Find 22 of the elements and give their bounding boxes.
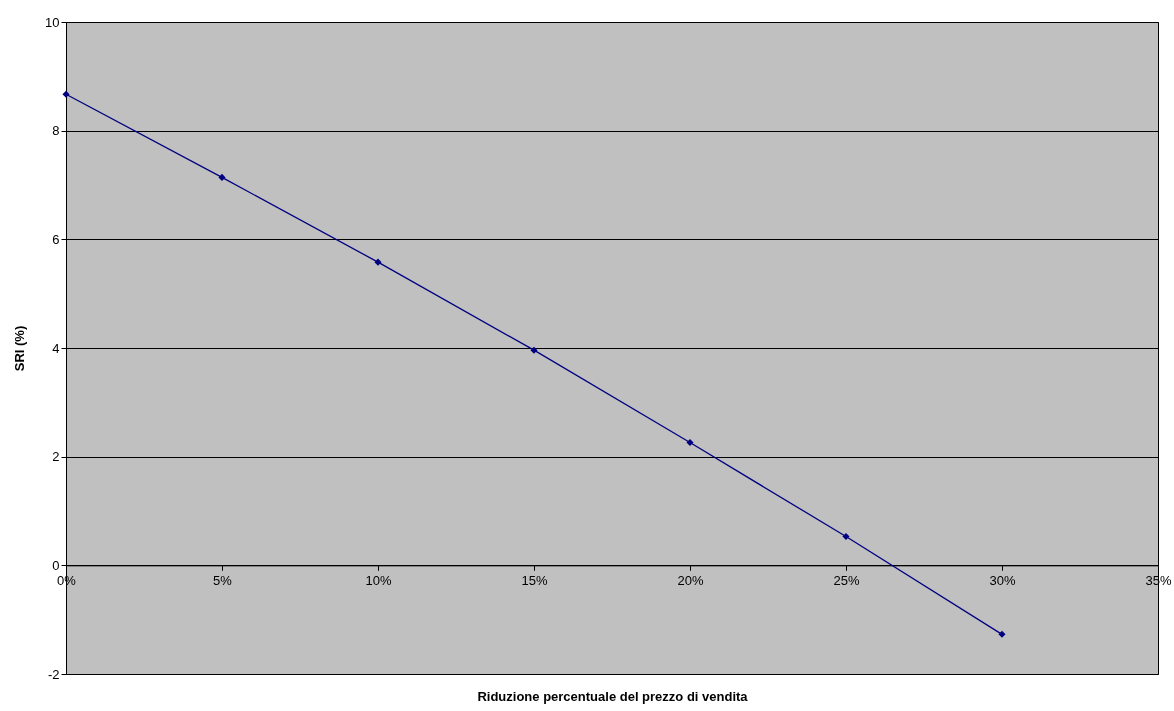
y-tick-label: 6 <box>52 231 60 247</box>
point <box>998 630 1006 638</box>
y-tick-label: 8 <box>52 123 60 139</box>
x-tick-label: 25% <box>833 572 860 588</box>
x-tick-label: 20% <box>677 572 704 588</box>
point <box>530 346 538 354</box>
x-tick-label: 10% <box>365 572 392 588</box>
x-tick-label: 5% <box>213 572 233 588</box>
y-axis-title: SRI (%) <box>12 325 28 372</box>
y-tick-label: 0 <box>52 557 60 573</box>
y-tick-label: 2 <box>52 449 60 465</box>
y-tick-label: -2 <box>47 666 60 682</box>
point <box>374 258 382 266</box>
point <box>842 533 850 541</box>
y-tick-label: 4 <box>52 340 60 356</box>
point <box>686 439 694 447</box>
point <box>218 173 226 181</box>
x-axis-title: Riduzione percentuale del prezzo di vendita <box>477 688 749 704</box>
x-tick-label: 30% <box>989 572 1016 588</box>
x-tick-label: 15% <box>521 572 548 588</box>
point <box>62 90 70 98</box>
y-tick-label: 10 <box>45 14 60 30</box>
